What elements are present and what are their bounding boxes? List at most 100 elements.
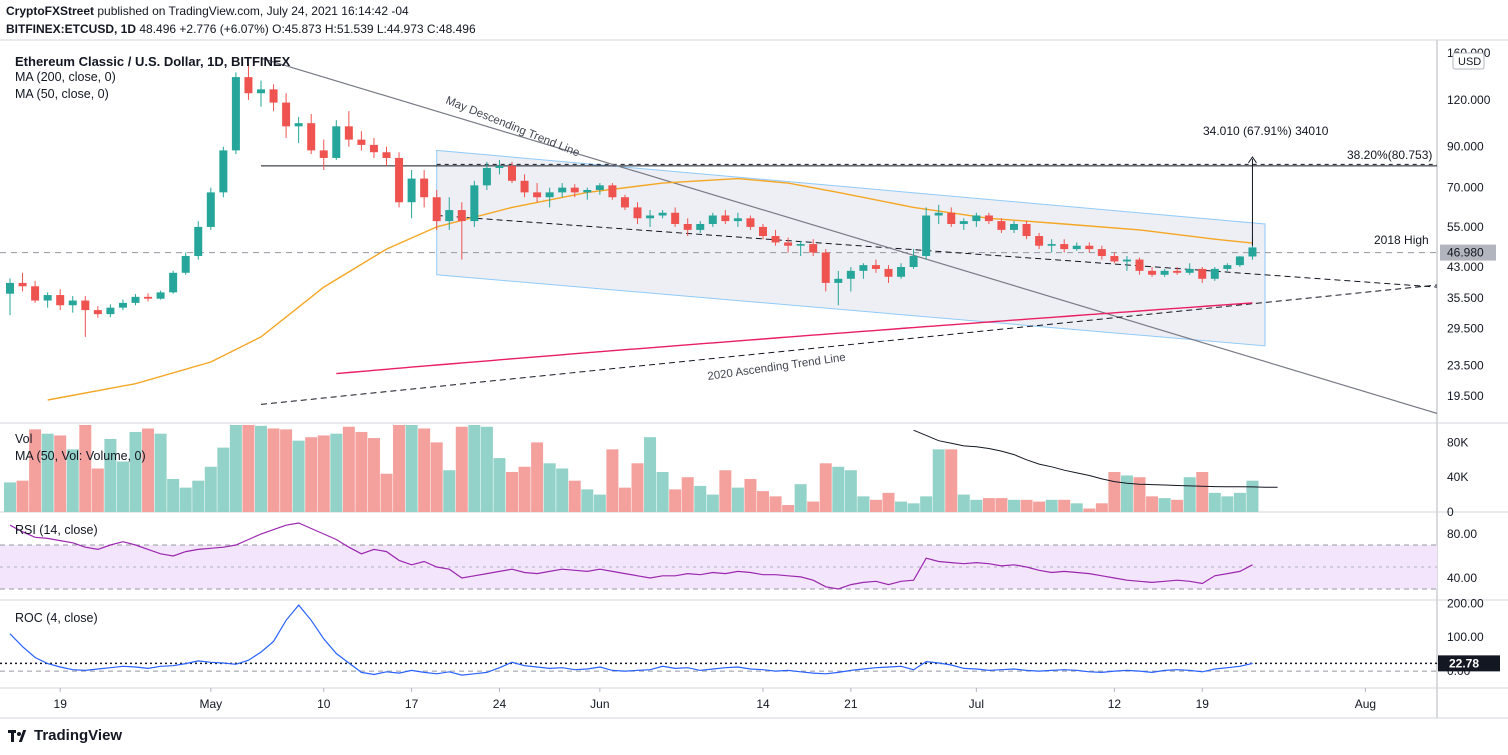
- volume-bar: [305, 437, 318, 512]
- price-tick-label: 120.000: [1447, 93, 1491, 107]
- volume-bar: [957, 494, 970, 512]
- candle-body: [457, 210, 466, 222]
- volume-bar: [844, 470, 857, 512]
- volume-bar: [506, 471, 518, 512]
- volume-bar: [480, 426, 493, 512]
- candle-body: [1248, 247, 1257, 257]
- ascending-trend-line-label: 2020 Ascending Trend Line: [707, 352, 847, 383]
- legend-vol-ma[interactable]: MA (50, Vol: Volume, 0): [15, 449, 146, 463]
- tradingview-brand: TradingView: [34, 727, 123, 744]
- time-tick-label: 12: [1108, 697, 1122, 711]
- volume-bar: [443, 470, 456, 512]
- volume-bar: [794, 484, 807, 512]
- volume-bar: [455, 426, 468, 512]
- volume-bar: [405, 425, 418, 512]
- ohlc-values: 48.496 +2.776 (+6.07%) O:45.873 H:51.539…: [139, 22, 476, 36]
- volume-bar: [618, 487, 631, 512]
- publisher-name: CryptoFXStreet: [6, 4, 95, 18]
- candle-body: [583, 189, 592, 193]
- legend-ma200[interactable]: MA (200, close, 0): [15, 70, 116, 84]
- time-tick-label: May: [199, 697, 222, 711]
- volume-bar: [869, 499, 882, 512]
- roc-line: [9, 604, 1253, 676]
- volume-bar: [179, 487, 192, 512]
- price-tick-label: 43.000: [1447, 260, 1484, 274]
- rsi-band: [0, 545, 1437, 589]
- candle-body: [307, 123, 316, 151]
- candle-body: [696, 223, 705, 230]
- legend-rsi[interactable]: RSI (14, close): [15, 523, 98, 537]
- volume-tick-label: 80K: [1447, 435, 1468, 449]
- candle-body: [771, 236, 780, 243]
- price-tick-label: 29.500: [1447, 321, 1484, 335]
- volume-bar: [1221, 496, 1234, 512]
- candle-body: [558, 187, 567, 193]
- may-trend-line-label: May Descending Trend Line: [444, 95, 581, 160]
- volume-bar: [393, 425, 406, 512]
- volume-bar: [568, 480, 581, 512]
- volume-bar: [292, 440, 305, 512]
- volume-bar: [895, 501, 908, 512]
- legend-vol[interactable]: Vol: [15, 432, 33, 446]
- volume-bar: [1233, 492, 1246, 512]
- candle-body: [169, 272, 178, 293]
- roc-value-box: [1438, 655, 1500, 672]
- time-tick-label: Jul: [969, 697, 984, 711]
- candle-body: [834, 278, 843, 283]
- candle-body: [859, 265, 868, 271]
- price-tick-label: 70.000: [1447, 181, 1484, 195]
- candle-body: [445, 210, 454, 222]
- candle-body: [821, 252, 830, 283]
- candle-body: [257, 89, 265, 94]
- candle-body: [871, 265, 880, 269]
- volume-bar: [731, 487, 744, 512]
- volume-bar: [1171, 499, 1184, 512]
- candle-body: [470, 185, 479, 222]
- volume-bar: [1083, 508, 1096, 512]
- candle-body: [784, 242, 793, 246]
- tradingview-logo[interactable]: TradingView: [8, 727, 122, 744]
- volume-bar: [192, 480, 205, 512]
- volume-bar: [556, 468, 569, 512]
- legend-roc[interactable]: ROC (4, close): [15, 611, 98, 625]
- volume-bar: [255, 425, 267, 512]
- candle-body: [181, 256, 190, 273]
- candle-body: [1160, 270, 1169, 275]
- descending-channel: [436, 149, 1266, 347]
- volume-bar: [104, 438, 117, 512]
- candle-body: [407, 178, 416, 203]
- volume-bar: [204, 466, 217, 512]
- volume-bar: [142, 428, 155, 512]
- candle-body: [759, 226, 767, 237]
- volume-bar: [744, 478, 757, 512]
- candle-body: [922, 215, 931, 257]
- volume-bar: [91, 468, 104, 512]
- price-tick-label: 35.500: [1447, 291, 1484, 305]
- candle-body: [194, 226, 203, 257]
- ma50-line: [47, 177, 1253, 401]
- volume-bar: [970, 499, 983, 512]
- volume-bar: [418, 428, 431, 512]
- publish-header: CryptoFXStreet published on TradingView.…: [6, 4, 409, 18]
- candle-body: [733, 218, 742, 222]
- candle-body: [1110, 256, 1119, 262]
- candle-body: [997, 221, 1006, 230]
- candle-body: [43, 295, 52, 301]
- candle-body: [721, 215, 730, 222]
- candle-body: [432, 197, 441, 222]
- candle-body: [282, 102, 291, 127]
- volume-bar: [330, 433, 343, 512]
- fib-label: 38.20%(80.753): [1347, 148, 1432, 162]
- candle-body: [1085, 245, 1094, 250]
- candle-body: [219, 150, 228, 193]
- volume-bar: [129, 431, 142, 512]
- candle-body: [959, 221, 968, 224]
- time-tick-label: 19: [1196, 697, 1210, 711]
- legend-ma50[interactable]: MA (50, close, 0): [15, 87, 109, 101]
- volume-bar: [681, 477, 694, 512]
- volume-bar: [1158, 498, 1171, 512]
- volume-bar: [1008, 499, 1020, 512]
- candle-body: [934, 212, 943, 216]
- candle-body: [1022, 223, 1031, 237]
- candle-body: [482, 167, 491, 186]
